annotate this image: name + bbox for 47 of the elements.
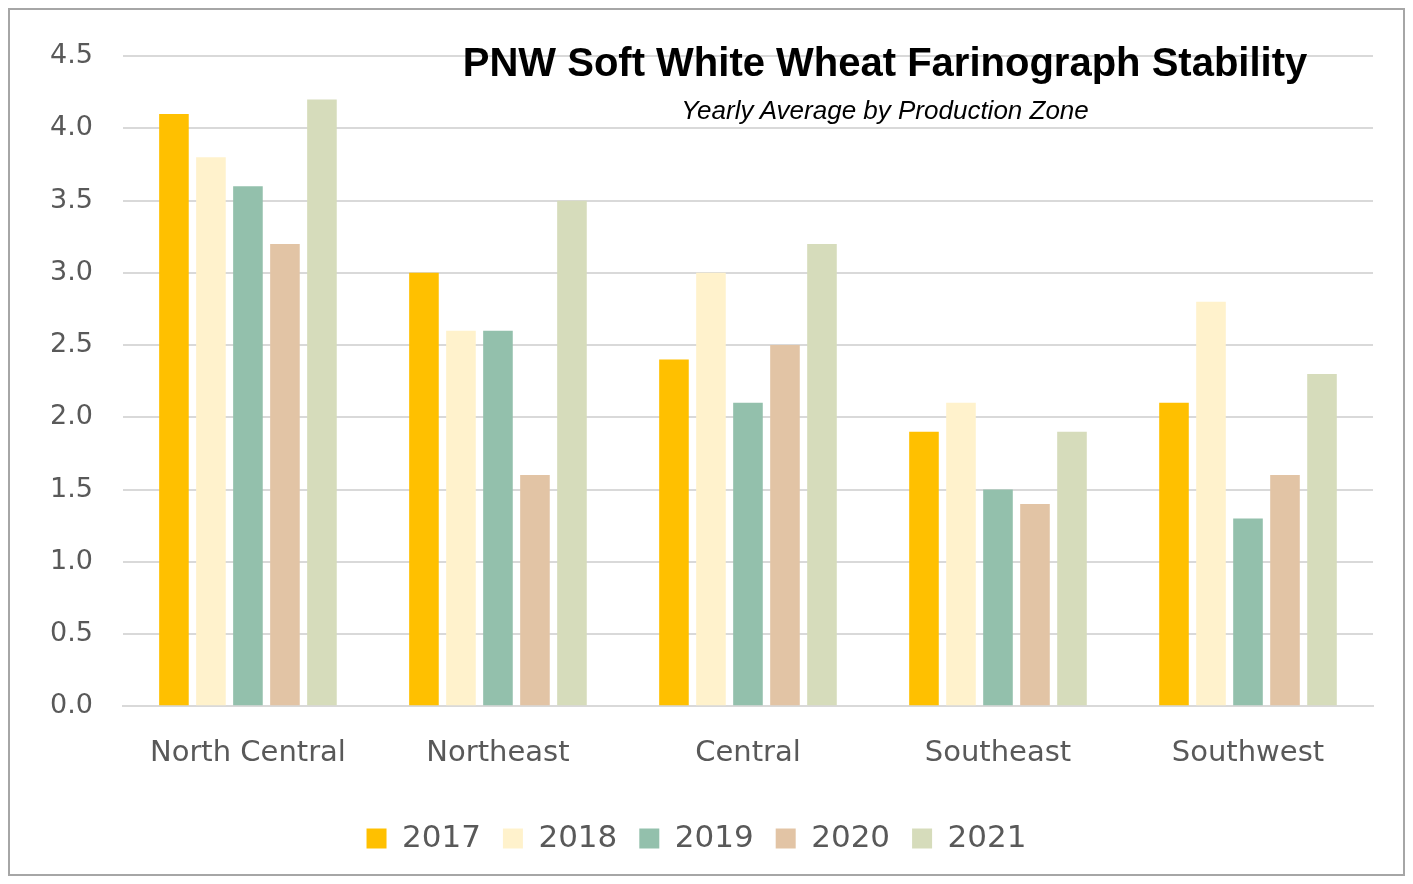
bar bbox=[557, 200, 587, 706]
x-tick-label: Central bbox=[695, 734, 801, 769]
y-tick-label: 1.5 bbox=[49, 471, 93, 503]
bar bbox=[659, 359, 689, 706]
bar bbox=[196, 157, 226, 706]
bar bbox=[1057, 431, 1087, 706]
chart-title: PNW Soft White Wheat Farinograph Stability bbox=[462, 40, 1308, 85]
bar bbox=[1020, 503, 1050, 706]
bar bbox=[159, 113, 189, 706]
y-tick-label: 0.5 bbox=[49, 615, 93, 647]
y-tick-label: 4.5 bbox=[49, 38, 93, 70]
y-tick-label: 1.0 bbox=[49, 543, 93, 575]
bar bbox=[909, 431, 939, 706]
bar bbox=[696, 272, 726, 706]
bar bbox=[307, 99, 337, 706]
bar bbox=[483, 330, 513, 706]
bar bbox=[807, 243, 837, 706]
bar bbox=[1307, 373, 1337, 706]
bar bbox=[446, 330, 476, 706]
bar bbox=[270, 243, 300, 706]
bar bbox=[946, 402, 976, 706]
bar bbox=[1159, 402, 1189, 706]
y-tick-label: 2.5 bbox=[49, 327, 93, 359]
legend-label: 2021 bbox=[947, 817, 1027, 854]
y-tick-label: 3.5 bbox=[49, 182, 93, 214]
y-tick-label: 2.0 bbox=[49, 399, 93, 431]
x-tick-label: Southeast bbox=[924, 734, 1072, 769]
bar bbox=[233, 186, 263, 706]
x-tick-label: Northeast bbox=[426, 734, 570, 769]
bar bbox=[733, 402, 763, 706]
legend-label: 2019 bbox=[674, 817, 754, 854]
bar bbox=[983, 489, 1013, 706]
bar bbox=[1270, 475, 1300, 706]
legend-label: 2018 bbox=[538, 817, 618, 854]
bar bbox=[770, 345, 800, 706]
bar bbox=[1196, 301, 1226, 706]
y-tick-label: 0.0 bbox=[49, 688, 93, 720]
text: Yearly Average by Production Zone bbox=[681, 95, 1089, 126]
bar bbox=[1233, 518, 1263, 706]
x-tick-label: Southwest bbox=[1171, 734, 1325, 769]
legend-label: 2017 bbox=[402, 817, 481, 854]
y-tick-label: 4.0 bbox=[49, 110, 93, 142]
bar bbox=[409, 272, 439, 706]
legend-label: 2020 bbox=[811, 817, 891, 854]
bar bbox=[520, 475, 550, 706]
y-tick-label: 3.0 bbox=[49, 254, 93, 286]
x-tick-label: North Central bbox=[149, 734, 346, 769]
